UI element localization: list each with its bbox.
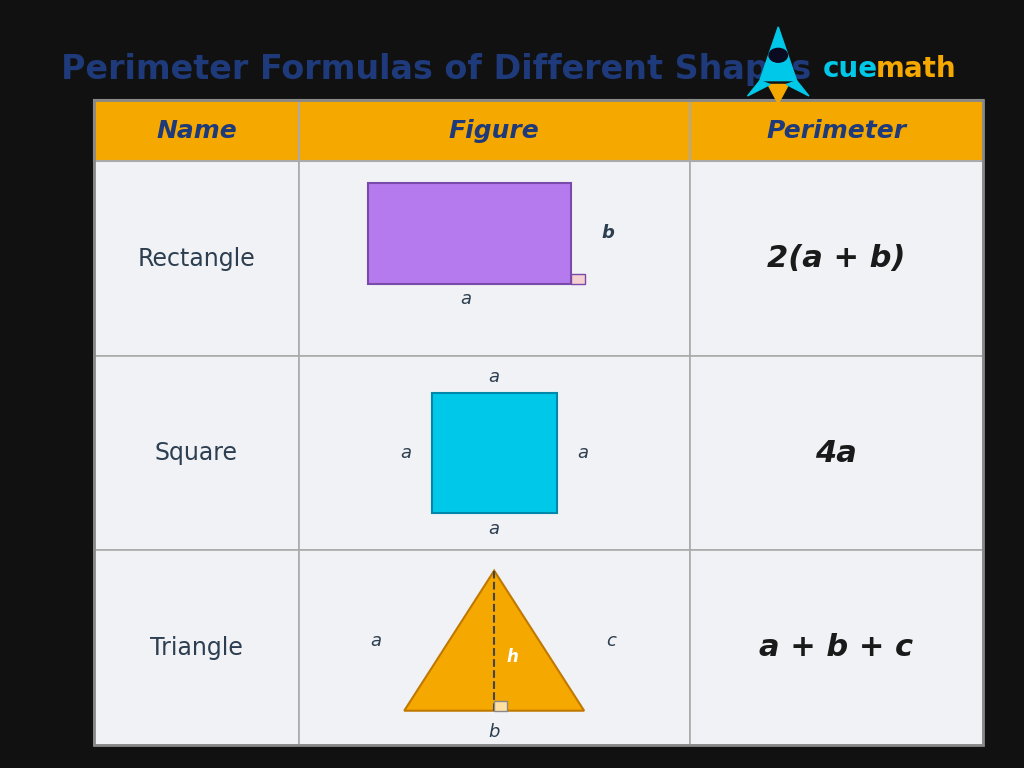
FancyBboxPatch shape bbox=[94, 161, 299, 356]
Text: a: a bbox=[488, 520, 500, 538]
Circle shape bbox=[769, 48, 787, 62]
Bar bbox=[431, 392, 557, 514]
Polygon shape bbox=[786, 81, 809, 96]
Text: a: a bbox=[400, 444, 411, 462]
FancyBboxPatch shape bbox=[690, 551, 983, 745]
Bar bbox=[94, 100, 983, 745]
Polygon shape bbox=[404, 571, 584, 710]
Text: a + b + c: a + b + c bbox=[760, 633, 913, 662]
Bar bbox=[368, 183, 571, 284]
Text: cue: cue bbox=[822, 55, 878, 83]
Text: a: a bbox=[371, 631, 382, 650]
Bar bbox=[571, 274, 585, 284]
FancyBboxPatch shape bbox=[299, 356, 690, 551]
Text: Name: Name bbox=[156, 118, 237, 143]
Text: Perimeter Formulas of Different Shapes: Perimeter Formulas of Different Shapes bbox=[61, 53, 812, 85]
Text: b: b bbox=[601, 224, 614, 242]
FancyBboxPatch shape bbox=[299, 161, 690, 356]
Text: a: a bbox=[460, 290, 471, 309]
Text: b: b bbox=[488, 723, 500, 741]
Polygon shape bbox=[768, 84, 788, 104]
FancyBboxPatch shape bbox=[94, 100, 983, 161]
Text: h: h bbox=[507, 648, 518, 667]
Text: 4a: 4a bbox=[815, 439, 857, 468]
Polygon shape bbox=[760, 27, 797, 81]
FancyBboxPatch shape bbox=[94, 356, 299, 551]
Bar bbox=[495, 700, 508, 710]
FancyBboxPatch shape bbox=[299, 551, 690, 745]
Text: math: math bbox=[876, 55, 956, 83]
Text: Perimeter: Perimeter bbox=[766, 118, 906, 143]
Text: Rectangle: Rectangle bbox=[137, 247, 255, 270]
Text: a: a bbox=[488, 369, 500, 386]
Text: 2(a + b): 2(a + b) bbox=[767, 244, 905, 273]
FancyBboxPatch shape bbox=[690, 356, 983, 551]
Text: Figure: Figure bbox=[449, 118, 540, 143]
Text: a: a bbox=[578, 444, 588, 462]
Text: Square: Square bbox=[155, 441, 238, 465]
FancyBboxPatch shape bbox=[94, 551, 299, 745]
Text: Triangle: Triangle bbox=[150, 636, 243, 660]
Polygon shape bbox=[748, 81, 770, 96]
FancyBboxPatch shape bbox=[690, 161, 983, 356]
Text: c: c bbox=[606, 631, 616, 650]
